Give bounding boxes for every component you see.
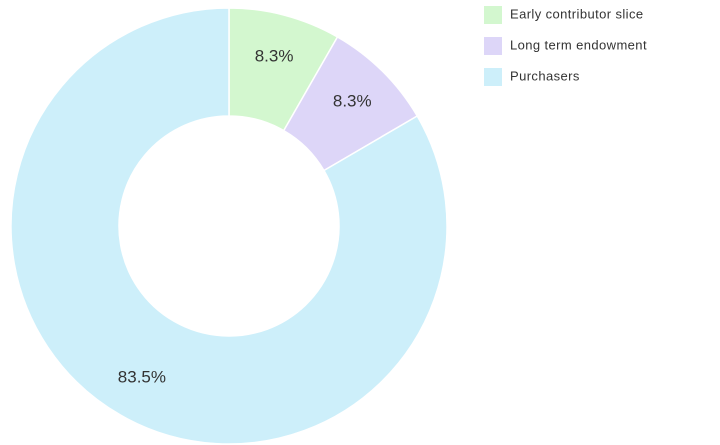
slice-label: 8.3% [255, 46, 294, 65]
legend-label: Long term endowment [510, 37, 647, 52]
slice-label: 8.3% [333, 91, 372, 110]
legend-label: Early contributor slice [510, 6, 643, 21]
legend-swatch [484, 68, 502, 86]
legend-label: Purchasers [510, 68, 580, 83]
legend-swatch [484, 6, 502, 24]
legend-swatch [484, 37, 502, 55]
donut-slice [10, 7, 448, 445]
slice-label: 83.5% [118, 367, 166, 386]
